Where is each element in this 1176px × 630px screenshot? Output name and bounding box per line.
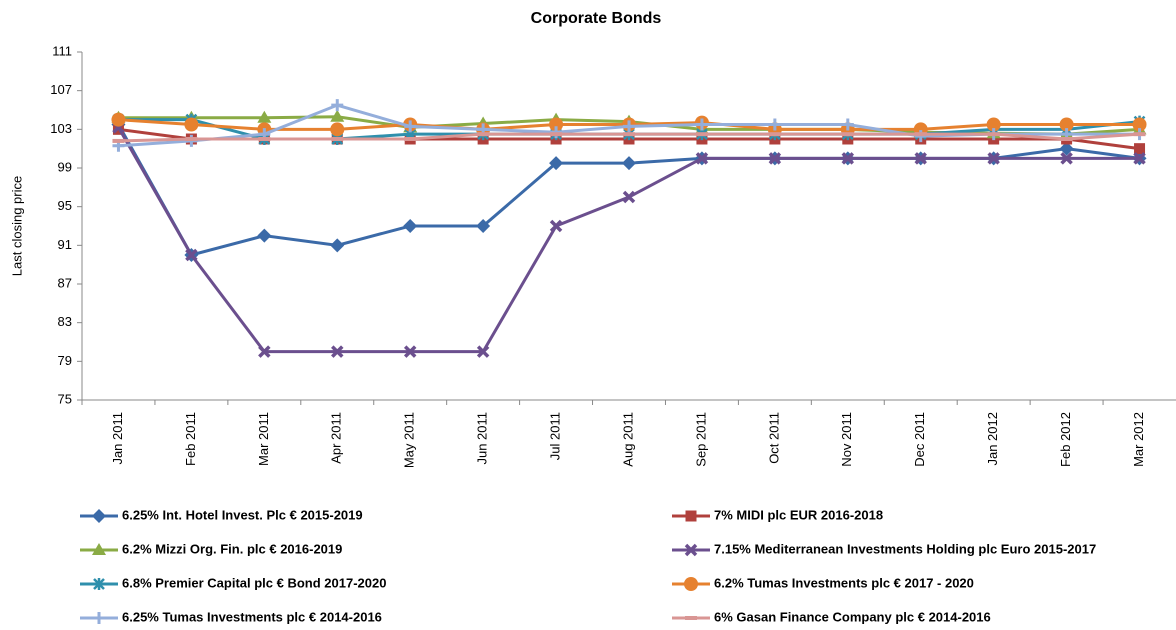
y-tick-label: 99 (58, 159, 72, 174)
marker (549, 156, 564, 171)
marker (92, 543, 106, 555)
x-tick-label: Apr 2011 (329, 412, 344, 464)
y-tick-label: 83 (58, 314, 72, 329)
x-tick-label: Jan 2012 (985, 412, 1000, 466)
legend-label: 6% Gasan Finance Company plc € 2014-2016 (714, 609, 991, 624)
marker (476, 219, 491, 233)
chart-title: Corporate Bonds (531, 10, 662, 27)
y-tick-label: 75 (58, 391, 72, 406)
marker (330, 238, 345, 253)
marker (93, 612, 105, 624)
marker (331, 99, 344, 112)
y-axis-label: Last closing price (9, 176, 24, 276)
legend-label: 7% MIDI plc EUR 2016-2018 (714, 507, 883, 522)
x-tick-label: Mar 2012 (1131, 412, 1146, 467)
series (112, 121, 1146, 358)
series (112, 132, 1146, 143)
x-tick-label: Sep 2011 (693, 412, 708, 467)
x-tick-label: Jul 2011 (548, 412, 563, 460)
marker (768, 152, 782, 165)
marker (549, 219, 563, 233)
y-tick-label: 103 (50, 121, 72, 136)
marker (622, 156, 636, 171)
x-tick-label: Aug 2011 (620, 412, 635, 467)
legend-item: 6.25% Int. Hotel Invest. Plc € 2015-2019 (80, 507, 363, 523)
x-tick-label: Jun 2011 (475, 412, 490, 465)
marker (330, 109, 345, 122)
legend-label: 6.8% Premier Capital plc € Bond 2017-202… (122, 575, 386, 590)
marker (914, 152, 927, 165)
y-tick-label: 107 (50, 82, 72, 97)
x-tick-label: May 2011 (402, 412, 417, 468)
marker (1132, 117, 1147, 132)
y-tick-label: 111 (52, 43, 72, 58)
marker (403, 345, 417, 358)
marker (841, 152, 855, 165)
marker (841, 118, 854, 131)
marker (986, 117, 1001, 132)
y-tick-label: 95 (58, 198, 72, 213)
marker (1059, 117, 1074, 132)
marker (330, 122, 345, 137)
marker (404, 120, 417, 133)
x-tick-label: Nov 2011 (839, 412, 854, 467)
legend-label: 7.15% Mediterranean Investments Holding … (714, 541, 1096, 556)
legend-item: 7.15% Mediterranean Investments Holding … (672, 541, 1096, 556)
legend-label: 6.2% Tumas Investments plc € 2017 - 2020 (714, 575, 974, 590)
marker (623, 120, 635, 133)
marker (549, 117, 564, 132)
legend-item: 6.8% Premier Capital plc € Bond 2017-202… (80, 575, 386, 590)
marker (111, 112, 126, 127)
marker (257, 228, 272, 243)
x-tick-label: Feb 2011 (183, 412, 198, 466)
legend-item: 6% Gasan Finance Company plc € 2014-2016 (672, 609, 991, 624)
marker (258, 345, 271, 358)
legend-item: 6.2% Tumas Investments plc € 2017 - 2020 (672, 575, 974, 591)
marker (331, 345, 344, 358)
legend-label: 6.25% Int. Hotel Invest. Plc € 2015-2019 (122, 507, 363, 522)
marker (403, 219, 418, 233)
marker (1133, 152, 1146, 165)
y-tick-label: 79 (58, 353, 72, 368)
marker (185, 248, 198, 262)
marker (92, 509, 106, 523)
legend-label: 6.2% Mizzi Org. Fin. plc € 2016-2019 (122, 541, 342, 556)
x-tick-label: Oct 2011 (766, 412, 781, 464)
x-tick-label: Feb 2012 (1058, 412, 1073, 467)
y-tick-label: 87 (58, 275, 72, 290)
marker (684, 543, 698, 557)
legend-label: 6.25% Tumas Investments plc € 2014-2016 (122, 609, 382, 624)
marker (987, 152, 1000, 165)
legend-item: 6.25% Tumas Investments plc € 2014-2016 (80, 609, 382, 624)
x-tick-label: Dec 2011 (912, 412, 927, 467)
marker (695, 118, 708, 131)
marker (1134, 143, 1146, 155)
marker (622, 190, 636, 204)
marker (184, 117, 199, 132)
legend-item: 7% MIDI plc EUR 2016-2018 (672, 507, 883, 522)
marker (93, 578, 105, 590)
marker (1060, 152, 1073, 165)
marker (1059, 141, 1074, 156)
marker (684, 577, 698, 591)
marker (257, 110, 272, 123)
x-tick-label: Mar 2011 (256, 412, 271, 466)
legend-item: 6.2% Mizzi Org. Fin. plc € 2016-2019 (80, 541, 342, 556)
y-tick-label: 91 (58, 237, 72, 252)
x-tick-label: Jan 2011 (110, 412, 125, 465)
marker (685, 510, 697, 522)
marker (695, 152, 709, 165)
marker (476, 345, 490, 358)
marker (768, 118, 781, 131)
